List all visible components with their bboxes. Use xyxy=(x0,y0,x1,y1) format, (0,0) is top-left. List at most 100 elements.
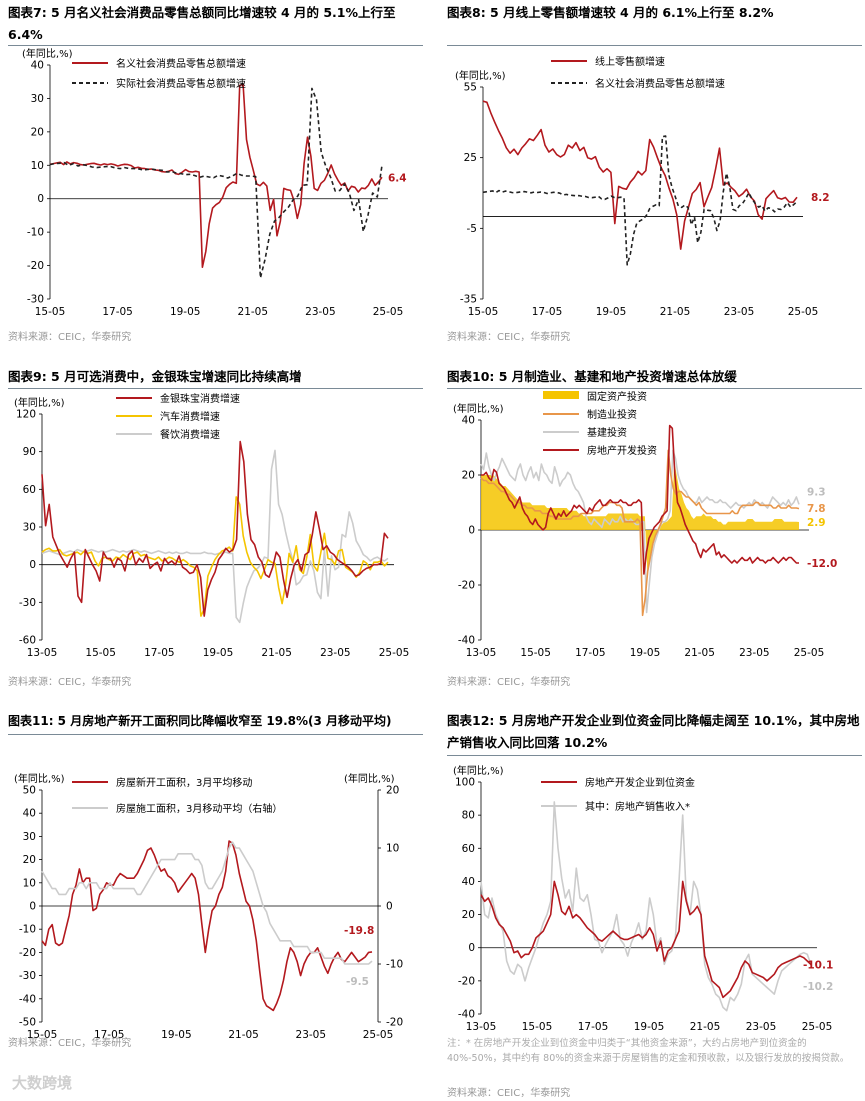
y-tick-label: -20 xyxy=(27,260,44,272)
y-tick-label: 0 xyxy=(29,901,36,913)
legend-label-1: 名义社会消费品零售总额增速 xyxy=(595,77,725,90)
y-tick-right-label: 20 xyxy=(386,785,399,797)
legend-label-1: 房屋施工面积，3月移动平均（右轴） xyxy=(116,802,282,815)
y-tick-label: 30 xyxy=(31,93,44,105)
y-tick-label: 20 xyxy=(462,909,475,921)
series-line-1 xyxy=(480,880,812,999)
series-line-0 xyxy=(41,840,373,1012)
legend-label-0: 线上零售额增速 xyxy=(595,55,665,68)
x-tick-label: 17-05 xyxy=(94,1029,125,1038)
y-tick-label: 30 xyxy=(23,522,36,534)
x-tick-label: 21-05 xyxy=(684,647,715,659)
x-tick-label: 15-05 xyxy=(85,647,116,659)
x-tick-label: 25-05 xyxy=(802,1021,833,1033)
y-unit-label: (年同比,%) xyxy=(455,69,506,82)
chart-title: 图表7: 5 月名义社会消费品零售总额同比增速较 4 月的 5.1%上行至 6.… xyxy=(8,5,396,42)
end-value-label-0: 9.3 xyxy=(807,487,826,499)
x-tick-label: 25-05 xyxy=(379,647,410,659)
series-line-2 xyxy=(41,440,389,617)
source-text: 资料来源：CEIC，华泰研究 xyxy=(447,332,571,343)
y-tick-label: -20 xyxy=(19,947,36,959)
x-tick-label: 19-05 xyxy=(161,1029,192,1038)
source-text: 资料来源：CEIC，华泰研究 xyxy=(447,677,571,688)
y-tick-label: 60 xyxy=(462,843,475,855)
x-tick-label: 17-05 xyxy=(102,306,133,318)
legend-label-1: 其中：房地产销售收入* xyxy=(585,800,690,813)
series-line-0 xyxy=(482,100,798,250)
y-tick-label: -40 xyxy=(458,635,475,647)
y-tick-label: 90 xyxy=(23,446,36,458)
y-tick-label: -5 xyxy=(467,223,477,235)
x-tick-label: 17-05 xyxy=(578,1021,609,1033)
end-value-label-1: -10.2 xyxy=(803,981,833,993)
y-tick-label: 10 xyxy=(31,160,44,172)
y-tick-label: -50 xyxy=(19,1017,36,1029)
y-tick-label: -30 xyxy=(19,970,36,982)
series-line-1 xyxy=(41,841,373,965)
chart-note: 注：* 在房地产开发企业到位资金中归类于“其他资金来源”，大约占房地产到位资金的… xyxy=(447,1038,850,1064)
x-tick-label: 15-05 xyxy=(27,1029,58,1038)
panel-chart-9: 图表9: 5 月可选消费中，金银珠宝增速同比持续高增 (年同比,%) 120 90 6… xyxy=(8,366,423,696)
x-tick-label: 17-05 xyxy=(532,306,563,318)
x-tick-label: 19-05 xyxy=(596,306,627,318)
x-tick-label: 25-05 xyxy=(788,306,819,318)
x-tick-label: 23-05 xyxy=(296,1029,327,1038)
source-text: 资料来源：CEIC，华泰研究 xyxy=(8,677,132,688)
y-tick-label: 100 xyxy=(455,777,475,789)
y-tick-label: 40 xyxy=(31,60,44,72)
title-rule xyxy=(8,734,423,735)
source-text: 资料来源：CEIC，华泰研究 xyxy=(8,332,132,343)
y-tick-label: 50 xyxy=(23,785,36,797)
legend-label-0: 金银珠宝消费增速 xyxy=(160,392,240,405)
x-tick-label: 21-05 xyxy=(660,306,691,318)
y-unit-label: (年同比,%) xyxy=(22,47,73,60)
title-rule xyxy=(447,388,862,389)
y-tick-label: 120 xyxy=(16,409,36,421)
x-tick-label: 19-05 xyxy=(170,306,201,318)
x-tick-label: 23-05 xyxy=(739,647,770,659)
x-tick-label: 21-05 xyxy=(261,647,292,659)
series-line-0 xyxy=(41,449,389,624)
x-tick-label: 19-05 xyxy=(203,647,234,659)
y-tick-label: -30 xyxy=(19,597,36,609)
y-tick-label: 40 xyxy=(462,876,475,888)
y-tick-label: 0 xyxy=(468,525,475,537)
source-text: 资料来源：CEIC，华泰研究 xyxy=(8,1038,132,1049)
x-tick-label: 15-05 xyxy=(35,306,66,318)
watermark-logo: 大数跨境 xyxy=(12,1074,73,1092)
x-tick-label: 23-05 xyxy=(320,647,351,659)
y-tick-label: -10 xyxy=(27,227,44,239)
panel-chart-12: 图表12: 5 月房地产开发企业到位资金同比降幅走阔至 10.1%，其中房地产销… xyxy=(447,710,862,1100)
panel-chart-10: 图表10: 5 月制造业、基建和地产投资增速总体放缓 (年同比,%) 40 20 0 -… xyxy=(447,366,862,696)
panel-chart-11: 图表11: 5 月房地产新开工面积同比降幅收窄至 19.8%(3 月移动平均) … xyxy=(8,710,423,1050)
x-tick-label: 23-05 xyxy=(746,1021,777,1033)
series-line-0 xyxy=(49,83,383,268)
area-fixed-asset-investment xyxy=(481,461,799,574)
y-tick-label: 30 xyxy=(23,831,36,843)
chart-title: 图表11: 5 月房地产新开工面积同比降幅收窄至 19.8%(3 月移动平均) xyxy=(8,714,392,728)
series-line-0 xyxy=(480,801,812,1012)
y-tick-label: -35 xyxy=(460,294,477,306)
x-tick-label: 25-05 xyxy=(363,1029,394,1038)
series-line-1 xyxy=(480,449,800,617)
legend-label-0: 房屋新开工面积，3月平均移动 xyxy=(116,776,252,789)
legend-label-0: 固定资产投资 xyxy=(587,390,647,403)
y-tick-label: -60 xyxy=(19,635,36,647)
x-tick-label: 17-05 xyxy=(575,647,606,659)
title-rule xyxy=(8,45,423,46)
y-tick-label: 40 xyxy=(462,415,475,427)
series-line-1 xyxy=(41,496,389,617)
y-tick-label: -30 xyxy=(27,294,44,306)
end-value-label-0: -10.1 xyxy=(803,959,833,971)
y-tick-label: 60 xyxy=(23,484,36,496)
legend-swatch-0 xyxy=(543,391,579,399)
title-rule xyxy=(447,755,862,756)
end-value-label-1: -9.5 xyxy=(346,976,369,988)
end-value-label-0: 6.4 xyxy=(388,172,407,184)
y-unit-right-label: (年同比,%) xyxy=(344,772,395,785)
x-tick-label: 23-05 xyxy=(724,306,755,318)
